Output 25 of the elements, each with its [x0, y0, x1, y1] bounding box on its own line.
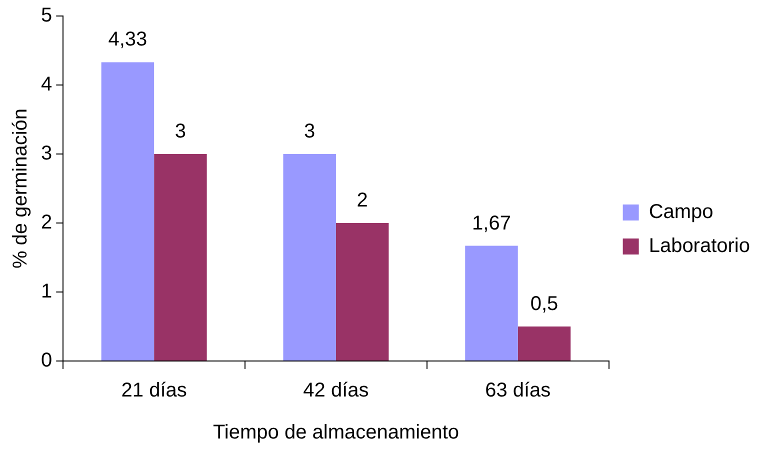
bar — [465, 246, 518, 360]
y-tick-label: 3 — [41, 142, 52, 165]
bar — [101, 62, 154, 360]
y-tick-label: 2 — [41, 212, 52, 234]
y-tick-label: 0 — [41, 350, 52, 372]
x-tick-label: 63 días — [485, 380, 551, 402]
data-label: 3 — [174, 120, 186, 143]
legend-label: Campo — [648, 201, 714, 224]
x-axis-title: Tiempo de almacenamiento — [212, 422, 459, 444]
data-label: 1,67 — [472, 212, 511, 234]
bar — [518, 326, 571, 360]
legend-label: Laboratorio — [648, 235, 750, 258]
y-tick-label: 4 — [41, 74, 52, 96]
data-label: 0,5 — [530, 293, 558, 316]
y-axis-title: % de germinación — [10, 108, 32, 269]
data-label: 4,33 — [108, 28, 148, 51]
y-tick-label: 5 — [41, 4, 52, 27]
bar — [283, 154, 336, 360]
x-tick-label: 21 días — [121, 380, 187, 402]
data-label: 2 — [356, 190, 368, 212]
data-label: 3 — [304, 120, 316, 143]
bar — [336, 223, 389, 360]
bar — [154, 154, 207, 360]
y-tick-label: 1 — [41, 280, 52, 303]
x-tick-label: 42 días — [303, 380, 369, 402]
